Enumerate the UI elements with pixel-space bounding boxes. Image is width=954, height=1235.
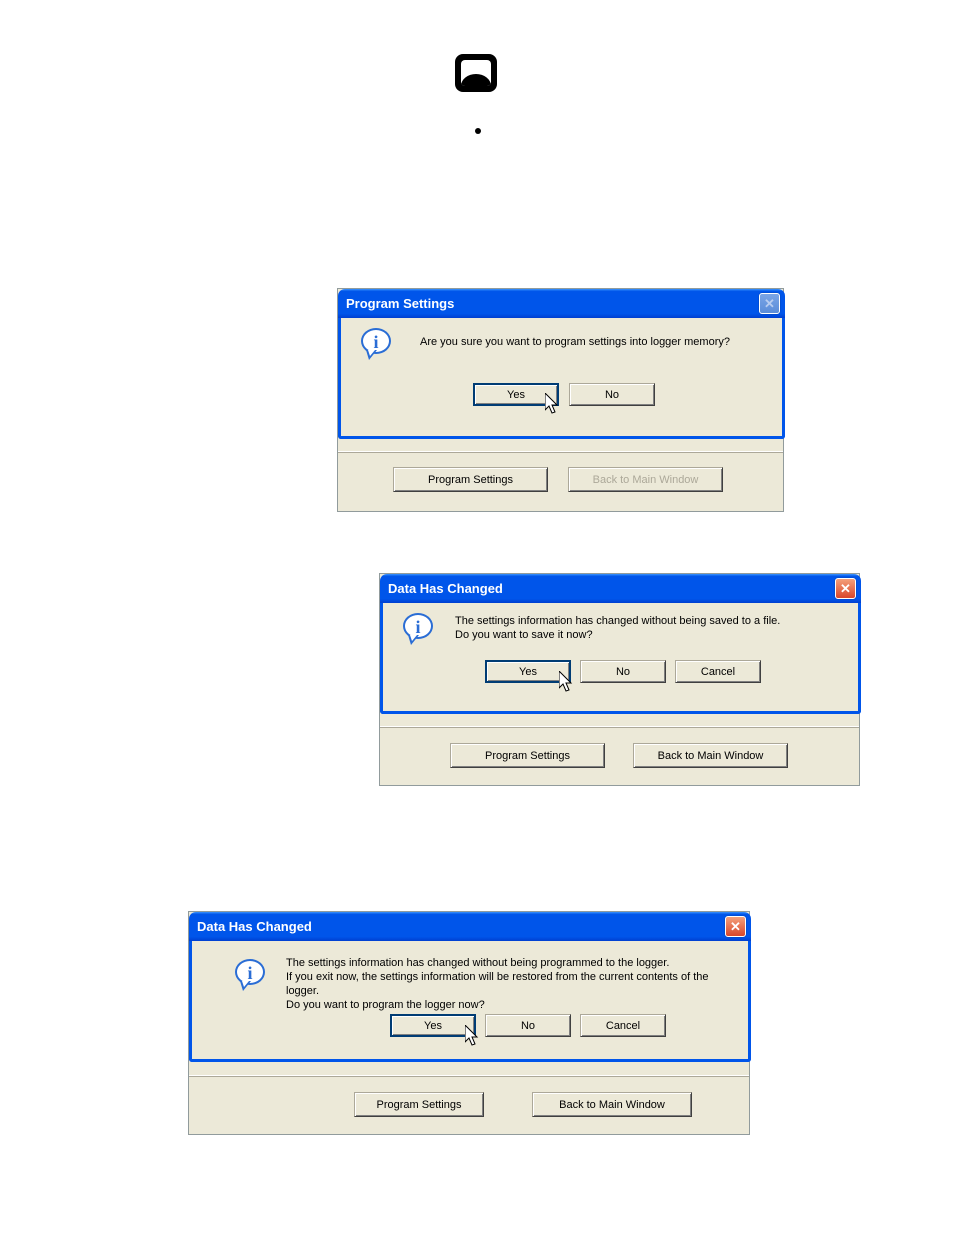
program-settings-button[interactable]: Program Settings bbox=[450, 743, 605, 768]
back-main-button[interactable]: Back to Main Window bbox=[633, 743, 788, 768]
close-button: ✕ bbox=[759, 293, 780, 314]
info-icon: i bbox=[361, 328, 393, 360]
program-settings-button[interactable]: Program Settings bbox=[393, 467, 548, 492]
cancel-button[interactable]: Cancel bbox=[580, 1014, 666, 1037]
panel-divider bbox=[380, 726, 859, 728]
no-button[interactable]: No bbox=[580, 660, 666, 683]
dialog-titlebar: Data Has Changed ✕ bbox=[380, 574, 861, 603]
yes-button[interactable]: Yes bbox=[473, 383, 559, 406]
bullet-decoration bbox=[475, 128, 481, 134]
info-icon: i bbox=[403, 613, 435, 645]
info-icon: i bbox=[235, 959, 267, 991]
background-panel: Program Settings Back to Main Window Progr… bbox=[337, 288, 784, 512]
dialog-title: Program Settings bbox=[346, 296, 454, 311]
dialog-message: The settings information has changed wit… bbox=[286, 956, 736, 1012]
app-icon bbox=[455, 54, 497, 92]
background-panel: Program Settings Back to Main Window Data … bbox=[379, 573, 860, 786]
close-icon: ✕ bbox=[764, 297, 775, 310]
back-main-button[interactable]: Back to Main Window bbox=[532, 1092, 692, 1117]
dialog-message: Are you sure you want to program setting… bbox=[420, 335, 770, 349]
dialog-titlebar: Program Settings ✕ bbox=[338, 289, 785, 318]
close-button[interactable]: ✕ bbox=[835, 578, 856, 599]
yes-button[interactable]: Yes bbox=[390, 1014, 476, 1037]
program-settings-button[interactable]: Program Settings bbox=[354, 1092, 484, 1117]
dialog-title: Data Has Changed bbox=[197, 919, 312, 934]
background-panel: Program Settings Back to Main Window Data … bbox=[188, 911, 750, 1135]
no-button[interactable]: No bbox=[485, 1014, 571, 1037]
dialog-titlebar: Data Has Changed ✕ bbox=[189, 912, 751, 941]
close-icon: ✕ bbox=[840, 582, 851, 595]
dialog-title: Data Has Changed bbox=[388, 581, 503, 596]
cancel-button[interactable]: Cancel bbox=[675, 660, 761, 683]
back-main-button: Back to Main Window bbox=[568, 467, 723, 492]
dialog: Data Has Changed✕iThe settings informati… bbox=[380, 600, 861, 714]
dialog: Data Has Changed✕iThe settings informati… bbox=[189, 938, 751, 1062]
dialog: Program Settings✕iAre you sure you want … bbox=[338, 315, 785, 439]
panel-divider bbox=[338, 451, 783, 453]
close-button[interactable]: ✕ bbox=[725, 916, 746, 937]
yes-button[interactable]: Yes bbox=[485, 660, 571, 683]
no-button[interactable]: No bbox=[569, 383, 655, 406]
panel-divider bbox=[189, 1075, 749, 1077]
close-icon: ✕ bbox=[730, 920, 741, 933]
dialog-message: The settings information has changed wit… bbox=[455, 614, 846, 642]
